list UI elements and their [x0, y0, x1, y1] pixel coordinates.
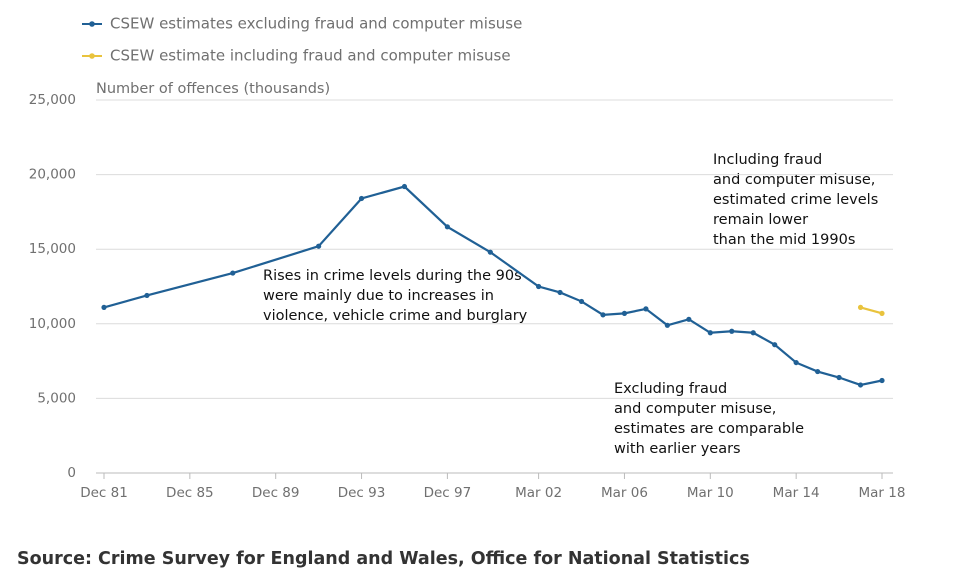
x-tick-label: Mar 18 [859, 485, 906, 501]
annotation: remain lower [713, 212, 808, 228]
x-tick-label: Mar 06 [601, 485, 648, 501]
data-point [358, 195, 365, 202]
data-point [857, 304, 864, 310]
annotation: Excluding fraud [614, 381, 727, 397]
data-point [316, 243, 322, 249]
x-tick-label: Dec 81 [80, 485, 128, 501]
y-tick-label: 25,000 [29, 92, 76, 108]
data-point [879, 310, 885, 316]
data-point [144, 292, 150, 299]
data-point [686, 316, 692, 322]
series-line [860, 306, 883, 315]
data-point [557, 289, 563, 296]
data-point [444, 224, 450, 230]
data-point [879, 377, 885, 384]
data-point [707, 330, 713, 336]
y-tick-label: 5,000 [37, 390, 76, 406]
data-point [793, 359, 799, 366]
y-axis-label: Number of offences (thousands) [96, 81, 330, 97]
x-tick-label: Mar 10 [687, 485, 734, 501]
data-point [772, 342, 778, 348]
annotation: with earlier years [614, 441, 741, 457]
legend-label: CSEW estimate including fraud and comput… [110, 47, 511, 65]
data-point [487, 249, 493, 255]
y-tick-label: 0 [67, 465, 76, 481]
data-point [401, 183, 408, 190]
data-point [815, 368, 821, 375]
data-point [643, 306, 649, 312]
x-tick-label: Mar 14 [773, 485, 820, 501]
y-tick-label: 10,000 [29, 316, 76, 332]
annotation: and computer misuse, [713, 172, 875, 188]
data-point [578, 298, 585, 305]
data-point [600, 312, 606, 318]
data-point [536, 283, 542, 290]
annotation: were mainly due to increases in [263, 288, 494, 304]
data-point [857, 382, 864, 388]
y-tick-label: 20,000 [29, 167, 76, 183]
annotation: Including fraud [713, 152, 822, 168]
x-tick-label: Dec 93 [338, 485, 386, 501]
x-tick-label: Mar 02 [515, 485, 562, 501]
data-point [230, 270, 236, 276]
legend-swatch [89, 21, 95, 27]
y-tick-label: 15,000 [29, 241, 76, 257]
annotation: than the mid 1990s [713, 232, 855, 248]
data-point [664, 322, 670, 328]
data-point [101, 304, 107, 310]
data-point [621, 310, 628, 316]
x-tick-label: Dec 89 [252, 485, 300, 501]
annotation: Rises in crime levels during the 90s [263, 268, 522, 284]
legend-swatch [89, 53, 95, 59]
data-point [750, 330, 756, 336]
x-tick-label: Dec 97 [424, 485, 472, 501]
x-tick-label: Dec 85 [166, 485, 214, 501]
annotation: estimates are comparable [614, 421, 804, 437]
source: Source: Crime Survey for England and Wal… [17, 549, 750, 569]
legend-label: CSEW estimates excluding fraud and compu… [110, 15, 522, 33]
annotation: and computer misuse, [614, 401, 776, 417]
annotation: estimated crime levels [713, 192, 878, 208]
data-point [729, 328, 735, 334]
data-point [836, 374, 842, 381]
annotation: violence, vehicle crime and burglary [263, 308, 528, 324]
